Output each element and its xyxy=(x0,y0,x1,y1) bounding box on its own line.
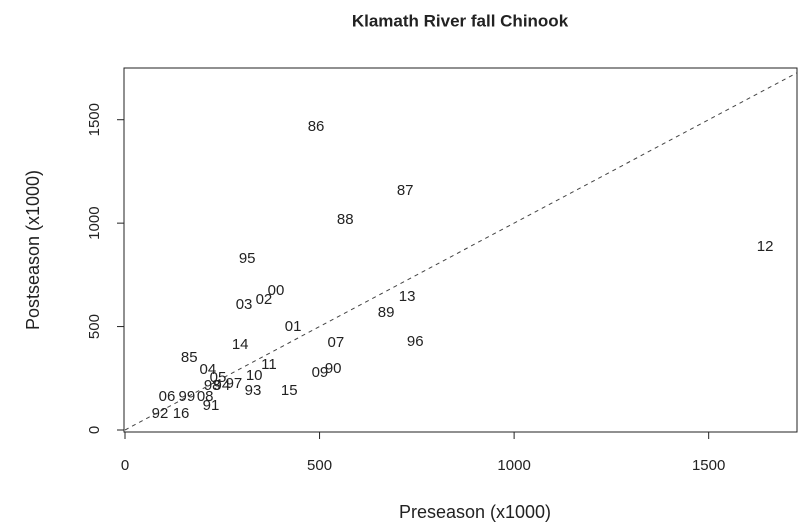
point-label: 91 xyxy=(203,397,220,414)
chart-title: Klamath River fall Chinook xyxy=(352,11,569,30)
x-tick-label: 1000 xyxy=(497,457,530,474)
plot-frame xyxy=(123,67,798,433)
y-tick-label: 500 xyxy=(86,314,103,339)
point-label: 89 xyxy=(378,304,395,321)
point-label: 04 xyxy=(200,361,217,378)
point-label: 08 xyxy=(197,388,214,405)
point-label: 01 xyxy=(285,318,302,335)
y-tick-label: 0 xyxy=(86,426,103,434)
point-label: 86 xyxy=(308,118,325,135)
point-label: 99 xyxy=(179,388,196,405)
point-label: 87 xyxy=(397,182,414,199)
point-label: 06 xyxy=(159,388,176,405)
point-label: 96 xyxy=(407,333,424,350)
y-tick-label: 1000 xyxy=(86,206,103,239)
point-label: 94 xyxy=(214,377,231,394)
point-label: 88 xyxy=(337,211,354,228)
point-label: 85 xyxy=(181,349,198,366)
point-label: 02 xyxy=(256,291,273,308)
point-label: 03 xyxy=(236,296,253,313)
point-label: 15 xyxy=(281,382,298,399)
point-label: 13 xyxy=(399,288,416,305)
x-tick-label: 0 xyxy=(121,457,129,474)
point-label: 09 xyxy=(312,364,329,381)
point-label: 98 xyxy=(204,377,221,394)
point-label: 90 xyxy=(325,360,342,377)
y-tick-label: 1500 xyxy=(86,103,103,136)
point-label: 97 xyxy=(226,375,243,392)
reference-line xyxy=(124,72,797,431)
point-label: 12 xyxy=(757,238,774,255)
x-tick-label: 1500 xyxy=(692,457,725,474)
point-label: 16 xyxy=(173,405,190,422)
point-label: 05 xyxy=(210,369,227,386)
point-label: 95 xyxy=(239,250,256,267)
point-label: 07 xyxy=(328,334,345,351)
point-label: 00 xyxy=(268,282,285,299)
y-axis-label: Postseason (x1000) xyxy=(23,170,43,330)
x-tick-label: 500 xyxy=(307,457,332,474)
x-axis-label: Preseason (x1000) xyxy=(399,502,551,522)
point-label: 11 xyxy=(261,356,277,373)
point-label: 10 xyxy=(246,367,263,384)
point-label: 92 xyxy=(152,405,169,422)
point-label: 93 xyxy=(245,382,262,399)
point-label: 14 xyxy=(232,336,249,353)
